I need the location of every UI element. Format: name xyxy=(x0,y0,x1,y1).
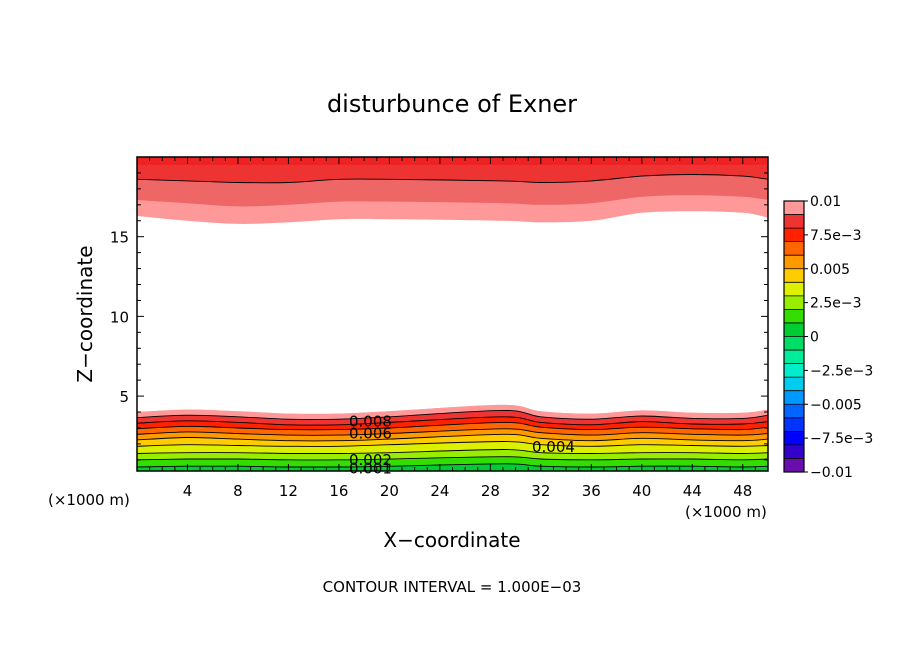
colorbar-swatch xyxy=(784,241,804,256)
colorbar-swatch xyxy=(784,336,804,351)
colorbar-tick-label: 0.01 xyxy=(810,194,841,210)
colorbar-swatch xyxy=(784,350,804,364)
contour-line xyxy=(136,416,769,426)
contour-label: 0.002 xyxy=(349,451,392,469)
colorbar-tick-label: −0.005 xyxy=(810,397,862,413)
x-tick-label: 4 xyxy=(183,482,193,500)
x-tick-label: 36 xyxy=(582,482,601,500)
contour-label: 0.006 xyxy=(349,425,392,443)
x-axis-label: X−coordinate xyxy=(383,528,520,552)
x-tick-label: 28 xyxy=(481,482,500,500)
x-tick-label: 40 xyxy=(632,482,651,500)
x-tick-label: 8 xyxy=(233,482,243,500)
contour-label: 0.008 xyxy=(349,413,392,431)
colorbar-swatch xyxy=(784,228,804,242)
x-tick-label: 24 xyxy=(430,482,449,500)
y-axis-ticks: 5 10 15 xyxy=(110,172,768,461)
colorbar-tick-label: 2.5e−3 xyxy=(810,296,862,312)
colorbar-swatch xyxy=(784,377,804,391)
colorbar-swatch xyxy=(784,390,804,405)
y-tick-label: 15 xyxy=(110,229,129,247)
colorbar-tick-label: −7.5e−3 xyxy=(810,431,873,447)
colorbar-swatch xyxy=(784,363,804,378)
contour-label: 0.001 xyxy=(349,460,392,478)
x-tick-label: 20 xyxy=(380,482,399,500)
colorbar-swatch xyxy=(784,458,804,472)
colorbar-swatch xyxy=(784,268,804,283)
colorbar-tick-label: 0 xyxy=(810,330,819,346)
colorbar-tick-label: 0.005 xyxy=(810,262,850,278)
contour-line xyxy=(136,174,769,184)
colorbar-labels: 0.01 7.5e−3 0.005 2.5e−3 0 −2.5e−3 −0.005 −7.5e… xyxy=(804,194,873,481)
contour-label: 0.004 xyxy=(532,438,575,456)
x-axis-unit-left: (×1000 m) xyxy=(48,491,130,509)
colorbar-tick-label: 7.5e−3 xyxy=(810,228,862,244)
colorbar-swatch xyxy=(784,417,804,432)
x-tick-label: 44 xyxy=(683,482,702,500)
contour-line xyxy=(136,421,769,431)
colorbar-swatch xyxy=(784,255,804,269)
x-tick-label: 12 xyxy=(279,482,298,500)
contour-line xyxy=(136,449,769,455)
colorbar-swatch xyxy=(784,444,804,459)
colorbar-swatch xyxy=(784,201,804,215)
contour-line xyxy=(136,409,769,420)
contour-line xyxy=(136,433,769,442)
colorbar-tick-label: −2.5e−3 xyxy=(810,363,873,379)
y-tick-label: 5 xyxy=(119,388,129,406)
colorbar-swatch xyxy=(784,404,804,418)
y-tick-label: 10 xyxy=(110,308,129,326)
colorbar-swatch xyxy=(784,295,804,310)
contour-line xyxy=(136,428,769,436)
x-axis-unit-right: (×1000 m) xyxy=(685,503,767,521)
x-axis-ticks: 4 8 12 16 20 24 28 32 36 40 44 48 xyxy=(149,157,756,500)
chart-title: disturbunce of Exner xyxy=(327,90,577,118)
contour-line xyxy=(136,456,769,461)
colorbar xyxy=(783,200,805,473)
x-tick-label: 48 xyxy=(733,482,752,500)
colorbar-swatch xyxy=(784,214,804,229)
colorbar-swatch xyxy=(784,431,804,445)
y-axis-label: Z−coordinate xyxy=(73,245,97,382)
contour-line xyxy=(136,441,769,447)
colorbar-swatch xyxy=(784,309,804,323)
colorbar-swatch xyxy=(784,322,804,337)
x-tick-label: 16 xyxy=(329,482,348,500)
colorbar-tick-label: −0.01 xyxy=(810,465,853,481)
contour-interval-footer: CONTOUR INTERVAL = 1.000E−03 xyxy=(323,578,582,596)
x-tick-label: 32 xyxy=(531,482,550,500)
colorbar-swatch xyxy=(784,282,804,296)
